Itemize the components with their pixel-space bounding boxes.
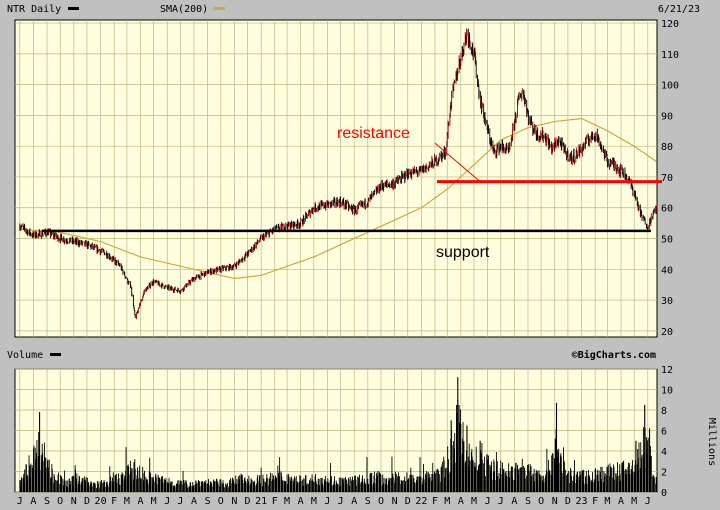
chart-date: 6/21/23 <box>658 4 700 15</box>
x-tick-label: J <box>324 496 330 507</box>
x-tick-label: N <box>231 496 237 507</box>
volume-tick-label: 10 <box>661 386 673 397</box>
x-tick-label: N <box>71 496 77 507</box>
x-tick-label: M <box>284 496 290 507</box>
x-tick-label: F <box>592 496 598 507</box>
x-tick-label: M <box>311 496 317 507</box>
sma-label: SMA(200) <box>160 4 208 15</box>
resistance-pointer <box>434 142 481 182</box>
x-tick-label: N <box>552 496 558 507</box>
sma-200-line <box>19 117 657 280</box>
volume-tick-label: 8 <box>661 406 667 417</box>
x-tick-label: M <box>151 496 157 507</box>
price-tick-label: 50 <box>661 235 673 246</box>
x-tick-label: S <box>525 496 531 507</box>
support-label: support <box>436 244 490 261</box>
x-tick-label: A <box>618 496 624 507</box>
symbol-label: NTR Daily <box>7 4 61 15</box>
x-tick-label: S <box>205 496 211 507</box>
x-tick-label: D <box>405 496 411 507</box>
x-tick-label: M <box>604 496 610 507</box>
x-tick-label: S <box>365 496 371 507</box>
price-tick-label: 70 <box>661 173 673 184</box>
volume-tick-label: 4 <box>661 447 667 458</box>
x-tick-label: F <box>272 496 278 507</box>
x-tick-label: J <box>17 496 23 507</box>
price-tick-label: 110 <box>661 50 679 61</box>
x-tick-label: M <box>631 496 637 507</box>
x-tick-label: 22 <box>415 496 427 507</box>
x-tick-label: F <box>432 496 438 507</box>
x-tick-label: J <box>645 496 651 507</box>
x-tick-label: O <box>218 496 224 507</box>
volume-axis: 0 2 4 6 8 10 12 <box>661 365 673 499</box>
x-tick-label: J <box>164 496 170 507</box>
price-tick-label: 90 <box>661 111 673 122</box>
x-tick-label: O <box>378 496 384 507</box>
price-axis: 20 30 40 50 60 70 80 90 100 110 120 <box>661 19 679 338</box>
volume-tick-label: 12 <box>661 365 673 376</box>
x-tick-label: S <box>44 496 50 507</box>
x-tick-label: D <box>565 496 571 507</box>
price-tick-label: 30 <box>661 296 673 307</box>
x-tick-label: 20 <box>95 496 107 507</box>
x-tick-label: A <box>298 496 304 507</box>
x-tick-label: 23 <box>575 496 587 507</box>
x-tick-label: J <box>177 496 183 507</box>
price-tick-label: 100 <box>661 81 679 92</box>
volume-tick-label: 0 <box>661 488 667 499</box>
x-tick-label: A <box>511 496 517 507</box>
x-tick-label: M <box>471 496 477 507</box>
x-tick-label: M <box>124 496 130 507</box>
x-tick-label: A <box>137 496 143 507</box>
x-tick-label: J <box>338 496 344 507</box>
x-tick-label: F <box>111 496 117 507</box>
x-tick-label: O <box>57 496 63 507</box>
x-tick-label: D <box>245 496 251 507</box>
x-tick-label: A <box>458 496 464 507</box>
volume-axis-label: Millions <box>706 418 717 466</box>
watermark: ©BigCharts.com <box>572 349 656 361</box>
x-tick-label: A <box>30 496 36 507</box>
x-axis: J A S O N D 20 F M A M J J A S O N D 21 F M A M J J A S O N D 22 F M A M J J… <box>17 496 651 507</box>
volume-tick-label: 2 <box>661 468 667 479</box>
resistance-label: resistance <box>337 125 410 142</box>
x-tick-label: M <box>444 496 450 507</box>
x-tick-label: A <box>191 496 197 507</box>
x-tick-label: J <box>485 496 491 507</box>
x-tick-label: J <box>498 496 504 507</box>
x-tick-label: D <box>84 496 90 507</box>
price-tick-label: 60 <box>661 204 673 215</box>
sma-legend-swatch <box>214 7 225 10</box>
x-tick-label: N <box>392 496 398 507</box>
volume-label: Volume <box>7 350 43 361</box>
price-tick-label: 80 <box>661 142 673 153</box>
x-tick-label: 21 <box>255 496 267 507</box>
price-series <box>19 28 658 320</box>
price-tick-label: 20 <box>661 327 673 338</box>
price-legend-swatch <box>68 7 79 10</box>
price-panel <box>14 19 658 338</box>
price-tick-label: 120 <box>661 19 679 30</box>
x-tick-label: O <box>538 496 544 507</box>
volume-tick-label: 6 <box>661 427 667 438</box>
price-tick-label: 40 <box>661 265 673 276</box>
x-tick-label: A <box>351 496 357 507</box>
volume-bars <box>19 377 658 492</box>
volume-legend-swatch <box>50 353 61 356</box>
